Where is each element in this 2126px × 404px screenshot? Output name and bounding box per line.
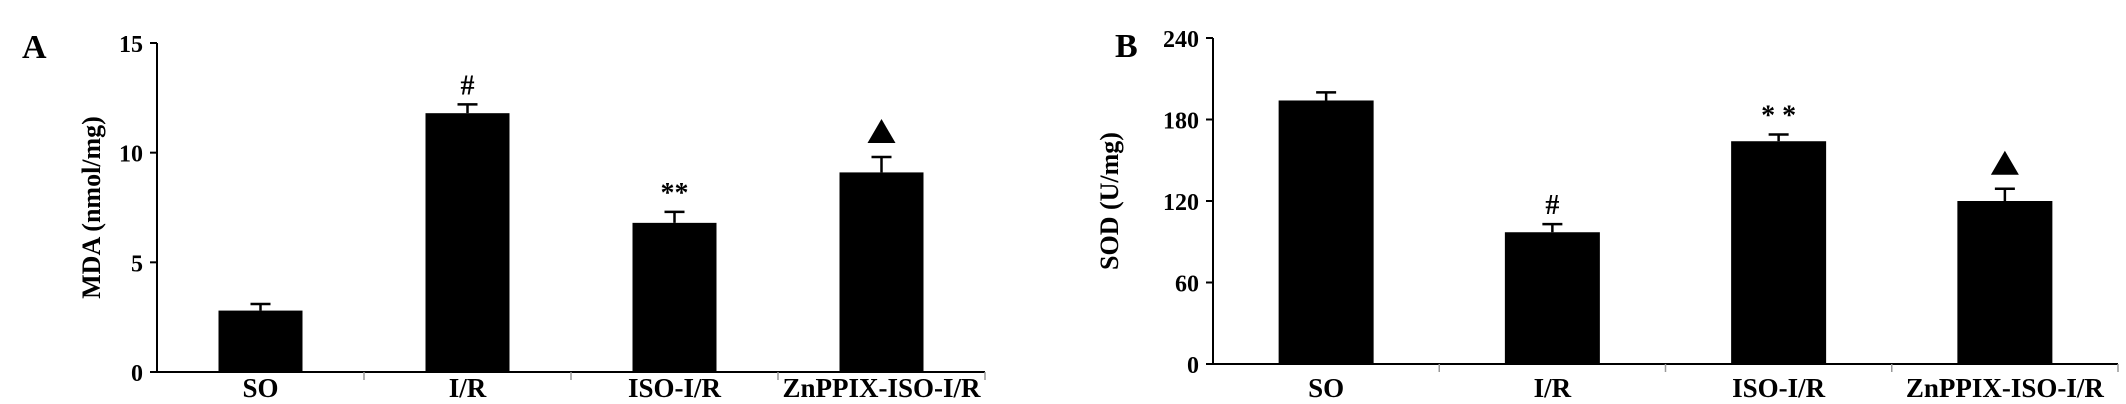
x-tick-label: ZnPPIX-ISO-I/R: [1906, 373, 2105, 403]
x-tick-label: ISO-I/R: [1732, 373, 1826, 403]
panel-letter: B: [1115, 28, 1138, 65]
x-tick-label: SO: [1308, 373, 1344, 403]
significance-marker: **: [661, 178, 689, 209]
x-tick-label: I/R: [449, 373, 487, 403]
y-tick-label: 60: [1175, 272, 1199, 298]
y-axis-label: MDA (nmol/mg): [77, 116, 106, 299]
y-tick-label: 180: [1163, 109, 1199, 135]
panel-letter: A: [22, 29, 47, 66]
y-tick-label: 0: [131, 361, 143, 387]
bar: [218, 310, 303, 372]
y-tick-label: 120: [1163, 190, 1199, 216]
significance-marker: * *: [1761, 100, 1796, 131]
significance-marker: #: [461, 70, 475, 101]
chart-panel-a: A 0 5 10 15 MDA (nmol/mg) SO # I/R ** ISO-I/R ZnPPI…: [22, 29, 986, 403]
x-tick-label: ZnPPIX-ISO-I/R: [782, 373, 981, 403]
bar: [1731, 141, 1827, 364]
chart-panel-b: B 0 60 120 180 240 SOD (U/mg) SO # I/R * * ISO-I/R Z…: [1095, 27, 2119, 403]
x-tick-label: I/R: [1534, 373, 1572, 403]
y-tick-label: 240: [1163, 27, 1199, 53]
significance-marker: #: [1545, 190, 1559, 221]
bar: [1504, 232, 1600, 364]
bar: [632, 222, 717, 372]
x-tick-label: ISO-I/R: [628, 373, 722, 403]
significance-marker: [1990, 150, 2019, 175]
y-axis-label: SOD (U/mg): [1095, 132, 1124, 270]
y-tick-label: 10: [119, 142, 143, 168]
bar: [1957, 201, 2053, 364]
bar: [1278, 100, 1374, 364]
y-tick-label: 15: [119, 32, 143, 58]
y-tick-label: 0: [1187, 353, 1199, 379]
x-tick-label: SO: [242, 373, 278, 403]
y-tick-label: 5: [131, 251, 143, 277]
bar: [839, 172, 924, 372]
bar: [425, 113, 510, 372]
significance-marker: [867, 119, 896, 144]
